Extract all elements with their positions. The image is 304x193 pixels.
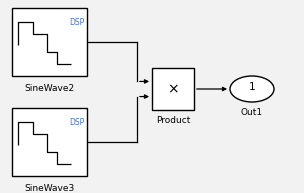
Bar (12, 108, 87, 176)
Text: 1: 1 (249, 82, 255, 92)
Text: DSP: DSP (69, 18, 84, 27)
Bar (12, 8, 87, 76)
Text: Product: Product (156, 116, 190, 125)
Text: Out1: Out1 (241, 108, 263, 117)
Text: DSP: DSP (69, 118, 84, 127)
Text: SineWave3: SineWave3 (24, 184, 74, 193)
Text: SineWave2: SineWave2 (24, 84, 74, 93)
Bar (152, 68, 194, 110)
Text: ×: × (167, 82, 179, 96)
Ellipse shape (230, 76, 274, 102)
